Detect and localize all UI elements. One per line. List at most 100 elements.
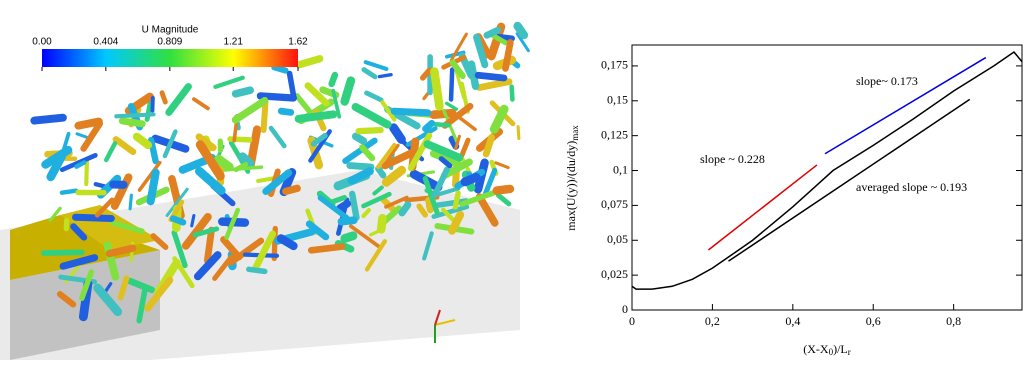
vortex: [105, 244, 137, 258]
vortex: [340, 231, 358, 243]
vortex: [213, 75, 245, 89]
vortex: [171, 229, 188, 269]
vortex: [118, 117, 146, 128]
vortex: [419, 67, 433, 81]
vortex: [72, 213, 115, 222]
vortex: [231, 86, 254, 98]
vortex: [233, 161, 249, 173]
annotation: slope~ 0.173: [856, 74, 918, 88]
vortex: [429, 149, 466, 170]
vortex: [212, 254, 234, 281]
vortex: [361, 208, 371, 219]
colorbar-tick-label: 0.00: [32, 37, 52, 48]
vortex: [165, 83, 192, 116]
vortex: [359, 144, 376, 162]
vortex: [277, 107, 295, 116]
vortex: [128, 193, 133, 211]
series-line: [631, 50, 1023, 290]
vortex: [220, 236, 243, 261]
vortex: [482, 133, 495, 158]
vortex: [159, 90, 168, 105]
vortex: [310, 132, 328, 147]
vortex: [136, 283, 149, 324]
vortex: [364, 239, 388, 272]
vortex: [48, 206, 62, 222]
vortex: [348, 190, 360, 221]
vortex: [513, 21, 529, 40]
colorbar-gradient: [42, 49, 298, 67]
vortex: [441, 102, 474, 129]
vortex: [494, 161, 510, 170]
vortex: [295, 55, 324, 69]
vortex: [422, 119, 436, 133]
vortex: [194, 166, 226, 195]
vortex: [460, 172, 481, 187]
vortex: [364, 90, 384, 103]
y-tick-label: 0,075: [601, 197, 628, 211]
vortex: [329, 194, 347, 205]
vortex: [74, 160, 87, 169]
vortex: [195, 140, 225, 181]
vortex: [165, 187, 189, 218]
vortex: [169, 215, 187, 226]
vortex: [112, 136, 137, 156]
vortex: [351, 132, 368, 145]
vortex: [459, 189, 498, 207]
vortex: [238, 152, 255, 168]
vortex: [256, 92, 298, 102]
colorbar-title: U Magnitude: [142, 25, 199, 36]
vortex: [473, 33, 489, 69]
vortex: [351, 103, 392, 129]
vortex: [337, 216, 358, 226]
vortex: [340, 76, 356, 106]
vortex: [495, 33, 515, 42]
x-tick-label: 0: [629, 314, 635, 328]
vortex: [144, 276, 174, 312]
vortex: [56, 291, 77, 308]
x-axis-label: (X-X0)/Lr: [803, 342, 851, 357]
vortex: [268, 125, 287, 149]
vortex: [490, 32, 509, 46]
vortex: [458, 137, 471, 160]
blade: [10, 215, 160, 280]
vortex: [305, 220, 330, 241]
vortex: [336, 199, 352, 212]
vortex: [30, 113, 67, 125]
vortex: [368, 229, 381, 237]
vortex: [224, 207, 241, 240]
vortex: [452, 190, 461, 210]
vortex: [515, 32, 530, 53]
vortex: [192, 226, 220, 238]
vortex: [294, 110, 338, 123]
vortex: [342, 137, 378, 164]
x-tick-label: 0,8: [946, 314, 961, 328]
vortex: [93, 283, 123, 317]
vortex: [162, 129, 178, 159]
vortex: [389, 123, 406, 144]
vortex: [449, 32, 468, 62]
axes-triad: [434, 309, 456, 343]
y-tick-label: 0,125: [601, 127, 628, 141]
vortex: [431, 166, 450, 199]
vortex: [431, 204, 470, 219]
vortex: [422, 231, 434, 261]
vortex: [416, 203, 429, 218]
vortex: [349, 224, 382, 250]
vortex: [260, 99, 269, 133]
annotation: slope ~ 0.228: [700, 152, 765, 166]
vortex: [147, 136, 159, 165]
vortex: [59, 152, 98, 173]
vortex: [376, 142, 397, 169]
vortex: [449, 59, 466, 80]
vortex: [193, 251, 222, 281]
vortex: [509, 84, 515, 102]
vortex: [444, 101, 459, 111]
vortex: [429, 108, 457, 120]
vortex: [114, 112, 156, 119]
vortex: [377, 73, 393, 79]
vortex: [59, 188, 79, 195]
y-tick-label: 0,175: [601, 58, 628, 72]
vortex: [75, 132, 89, 139]
vortex: [146, 168, 160, 206]
vortex: [347, 167, 374, 185]
